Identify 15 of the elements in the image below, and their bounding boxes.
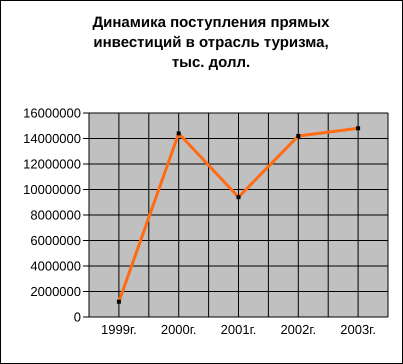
- y-tick-label: 0: [74, 310, 81, 325]
- x-tick-label: 2002г.: [280, 322, 316, 338]
- x-tick-label: 2003г.: [340, 322, 376, 338]
- x-tick-label: 1999г.: [101, 322, 137, 338]
- chart-title: Динамика поступления прямых инвестиций в отрасль туризма, тыс. долл.: [91, 13, 331, 73]
- y-tick-label: 6000000: [30, 233, 81, 248]
- x-tick-label: 2001г.: [220, 322, 256, 338]
- x-tick-label: 2000г.: [160, 322, 197, 338]
- y-tick-label: 8000000: [30, 208, 81, 223]
- y-tick-label: 10000000: [23, 182, 81, 198]
- y-tick-label: 16000000: [23, 106, 81, 121]
- y-tick-label: 12000000: [23, 156, 81, 172]
- y-tick-label: 4000000: [30, 258, 81, 274]
- y-tick-label: 14000000: [23, 131, 81, 146]
- y-tick-label: 2000000: [30, 284, 81, 300]
